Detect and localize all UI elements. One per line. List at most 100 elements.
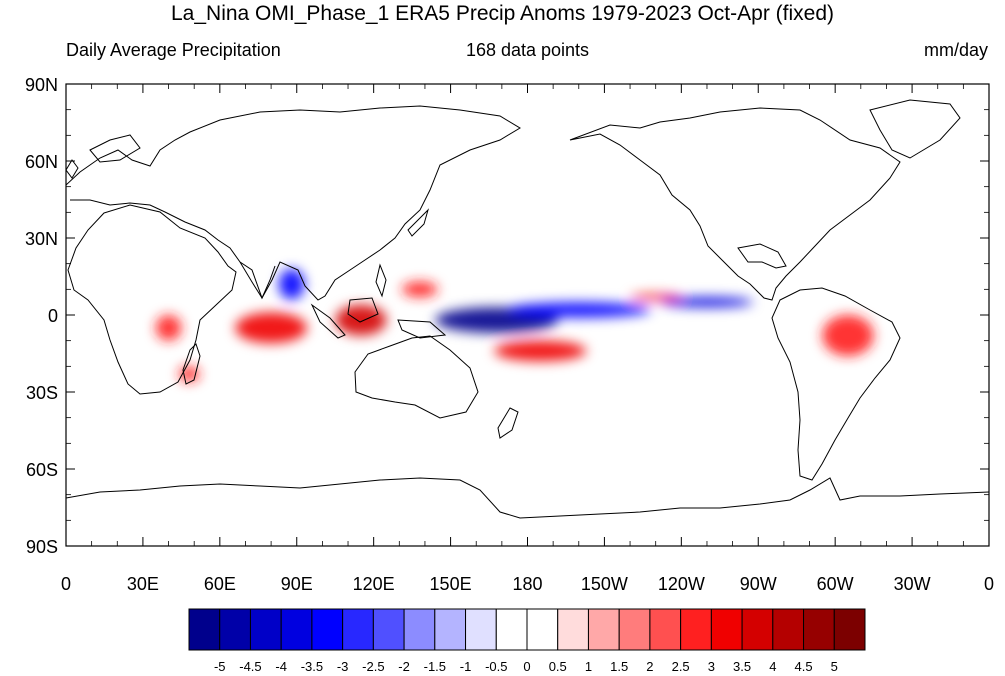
lon-tick-label: 180: [512, 574, 542, 594]
lon-tick-label: 0: [984, 574, 994, 594]
lon-tick-label: 60W: [817, 574, 854, 594]
colorbar-swatch: [311, 608, 344, 651]
lat-tick-label: 0: [48, 306, 58, 326]
anomaly-region-4: [630, 293, 682, 301]
coastline-antarctica: [66, 477, 989, 519]
anomaly-region-10: [155, 315, 182, 341]
coastline-eurasia: [66, 105, 521, 301]
lon-tick-label: 0: [61, 574, 71, 594]
coastline-philippines: [375, 263, 387, 298]
lat-tick-label: 30S: [26, 383, 58, 403]
lon-tick-label: 150E: [430, 574, 472, 594]
coastlines: [66, 99, 989, 519]
colorbar-label: -5: [214, 659, 226, 674]
colorbar-swatch: [249, 608, 282, 651]
anomaly-field: [155, 268, 874, 382]
colorbar-swatch: [434, 608, 467, 651]
colorbar-swatch: [342, 608, 374, 651]
colorbar-swatch: [741, 608, 774, 651]
lon-tick-label: 30E: [127, 574, 159, 594]
lat-tick-label: 90S: [26, 537, 58, 557]
coastline-madagascar: [182, 343, 201, 385]
lat-tick-label: 90N: [25, 75, 58, 95]
coastline-north-america: [569, 107, 901, 301]
colorbar: -5 -4.5 -4 -3.5 -3 -2.5 -2 -1.5 -1 -0.5 0 0.5 1 1.5 2 2…: [188, 608, 866, 674]
anomaly-region-8: [822, 315, 874, 357]
anomaly-region-1: [506, 302, 651, 318]
colorbar-swatch: [710, 608, 743, 651]
colorbar-label: -0.5: [485, 659, 507, 674]
colorbar-swatch: [803, 608, 835, 651]
coastline-gulf: [737, 243, 787, 269]
colorbar-label: 5: [831, 659, 838, 674]
colorbar-label: -1: [460, 659, 472, 674]
colorbar-swatch: [403, 608, 436, 651]
lon-tick-label: 30W: [894, 574, 931, 594]
colorbar-label: -3.5: [301, 659, 323, 674]
left-subtitle: Daily Average Precipitation: [66, 40, 281, 60]
colorbar-swatch: [280, 608, 313, 651]
axis-ticks: [65, 83, 990, 547]
center-subtitle: 168 data points: [465, 40, 590, 60]
colorbar-swatch: [649, 608, 682, 651]
colorbar-label: -2: [398, 659, 410, 674]
lon-tick-label: 120W: [658, 574, 705, 594]
coastline-new-zealand: [497, 407, 519, 439]
map-title: La_Nina OMI_Phase_1 ERA5 Precip Anoms 19…: [170, 2, 834, 25]
colorbar-label: -4: [275, 659, 287, 674]
colorbar-label: 2.5: [672, 659, 690, 674]
coastline-south-america: [771, 287, 901, 481]
colorbar-swatch: [557, 608, 589, 651]
coastline-borneo: [347, 297, 379, 323]
anomaly-region-3: [278, 268, 305, 300]
lon-tick-label: 90W: [740, 574, 777, 594]
lon-tick-label: 60E: [204, 574, 236, 594]
colorbar-label: 3: [708, 659, 715, 674]
lat-tick-label: 30N: [25, 229, 58, 249]
anomaly-region-9: [401, 281, 438, 298]
anomaly-region-2: [660, 297, 754, 308]
anomaly-region-5: [235, 312, 308, 344]
colorbar-label: 0: [523, 659, 530, 674]
lat-tick-label: 60N: [25, 152, 58, 172]
colorbar-label: 4: [769, 659, 776, 674]
colorbar-label: -4.5: [239, 659, 261, 674]
coastline-india: [239, 261, 276, 300]
lon-tick-label: 90E: [281, 574, 313, 594]
colorbar-swatch: [833, 608, 866, 651]
coastline-sumatra: [310, 303, 346, 339]
lat-tick-label: 60S: [26, 460, 58, 480]
colorbar-label: -3: [337, 659, 349, 674]
colorbar-swatch: [219, 608, 251, 651]
coastline-japan: [407, 208, 430, 237]
colorbar-swatch: [495, 608, 528, 651]
colorbar-swatch: [680, 608, 712, 651]
colorbar-label: -1.5: [424, 659, 446, 674]
colorbar-swatch: [188, 608, 221, 651]
colorbar-label: 0.5: [549, 659, 567, 674]
colorbar-swatch: [372, 608, 405, 651]
lon-tick-label: 120E: [353, 574, 395, 594]
colorbar-label: 3.5: [733, 659, 751, 674]
colorbar-label: 4.5: [795, 659, 813, 674]
axis-tick-labels: 0 30E 60E 90E 120E 150E 180 150W 120W 90W 60W 30W 09…: [25, 75, 994, 594]
coastline-greenland: [869, 99, 961, 159]
anomaly-region-7: [494, 340, 587, 362]
colorbar-label: -2.5: [362, 659, 384, 674]
colorbar-swatch: [587, 608, 620, 651]
coastline-australia: [354, 335, 479, 419]
anomaly-region-6: [335, 304, 387, 336]
colorbar-label: 1.5: [610, 659, 628, 674]
coastline-uk: [66, 159, 79, 179]
colorbar-swatch: [465, 608, 497, 651]
colorbar-swatch: [526, 608, 559, 651]
colorbar-label: 1: [585, 659, 592, 674]
colorbar-label: 2: [646, 659, 653, 674]
lon-tick-label: 150W: [581, 574, 628, 594]
coastline-scandinavia: [89, 134, 141, 163]
coastline-africa: [67, 204, 237, 395]
coastline-new-guinea: [397, 319, 447, 339]
units-label: mm/day: [923, 40, 988, 60]
colorbar-swatch: [618, 608, 651, 651]
